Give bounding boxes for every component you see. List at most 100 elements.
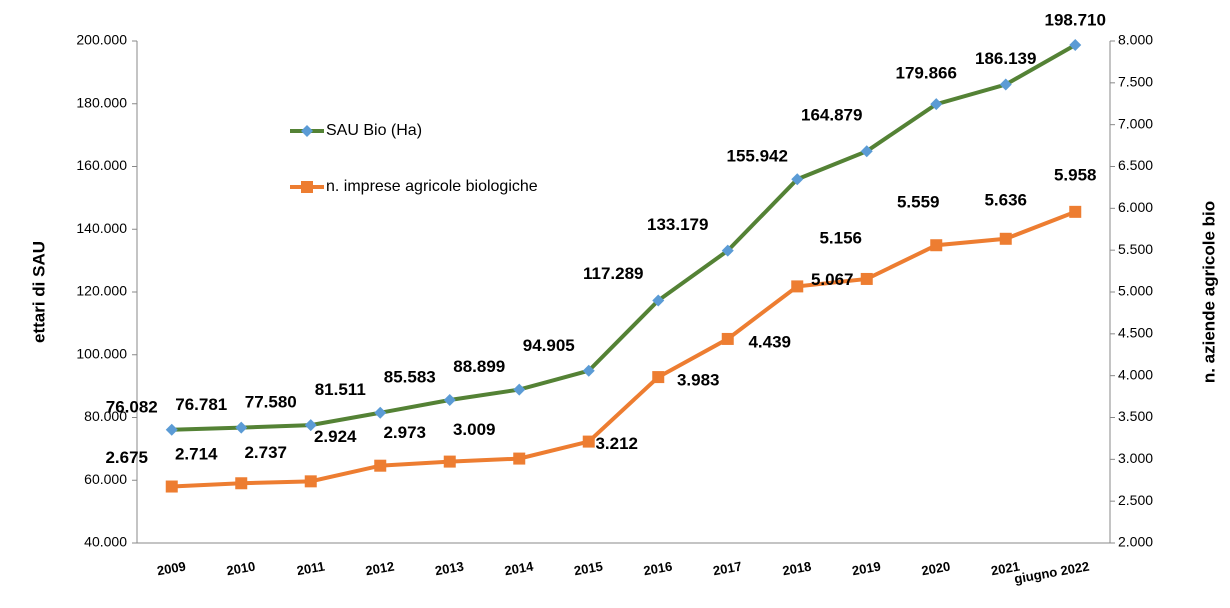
y2-tick-label: 8.000: [1118, 32, 1153, 48]
data-label: 2.737: [244, 443, 287, 462]
y2-tick-label: 3.000: [1118, 450, 1153, 466]
x-tick-label: giugno 2022: [1013, 559, 1090, 587]
point: [513, 383, 526, 396]
data-label: 2.973: [383, 423, 426, 442]
data-label: 77.580: [245, 393, 297, 412]
data-label: 2.675: [105, 448, 148, 467]
data-label: 3.009: [453, 420, 496, 439]
point: [165, 423, 178, 436]
y2-tick-label: 2.500: [1118, 492, 1153, 508]
x-tick-label: 2011: [295, 559, 325, 579]
x-tick-label: 2020: [920, 559, 951, 579]
point: [791, 173, 804, 186]
data-label: 198.710: [1045, 11, 1106, 30]
y2-tick-label: 6.500: [1118, 157, 1153, 173]
data-label: 76.082: [106, 397, 158, 416]
y-tick-label: 80.000: [84, 408, 127, 424]
point: [443, 393, 456, 406]
x-tick-label: 2016: [642, 559, 673, 579]
y-tick-label: 200.000: [76, 32, 127, 48]
data-label: 88.899: [453, 357, 505, 376]
point: [1069, 39, 1082, 52]
data-label: 5.559: [897, 193, 940, 212]
y-tick-label: 100.000: [76, 345, 127, 361]
x-tick-label: 2017: [712, 559, 743, 579]
x-tick-label: 2012: [364, 559, 395, 579]
y2-tick-label: 3.500: [1118, 408, 1153, 424]
x-tick-label: 2015: [573, 559, 604, 579]
data-label: 5.636: [984, 190, 1027, 209]
point: [999, 78, 1012, 91]
data-label: 179.866: [896, 64, 957, 83]
point: [999, 232, 1012, 245]
x-tick-label: 2010: [225, 559, 256, 579]
y-tick-label: 160.000: [76, 157, 127, 173]
y-tick-label: 40.000: [84, 534, 127, 550]
data-label: 5.067: [811, 270, 854, 289]
data-label: 164.879: [801, 106, 862, 125]
y2-tick-label: 4.000: [1118, 366, 1153, 382]
x-tick-label: 2019: [851, 559, 882, 579]
data-label: 4.439: [748, 332, 791, 351]
y2-tick-label: 5.000: [1118, 283, 1153, 299]
legend-marker: [301, 125, 313, 137]
point: [165, 480, 178, 493]
data-label: 186.139: [975, 49, 1036, 68]
data-label: 3.212: [595, 434, 638, 453]
y-tick-label: 180.000: [76, 94, 127, 110]
point: [930, 98, 943, 111]
point: [374, 459, 387, 472]
point: [721, 244, 734, 257]
point: [374, 406, 387, 419]
x-tick-label: 2009: [156, 559, 187, 579]
data-label: 5.156: [819, 228, 862, 247]
data-label: 2.714: [175, 445, 218, 464]
legend-marker: [301, 181, 313, 193]
data-label: 94.905: [523, 336, 575, 355]
point: [652, 371, 665, 384]
point: [1069, 205, 1082, 218]
point: [235, 421, 248, 434]
data-label: 76.781: [175, 395, 227, 414]
point: [582, 435, 595, 448]
y-tick-label: 140.000: [76, 220, 127, 236]
point: [235, 477, 248, 490]
data-label: 5.958: [1054, 165, 1097, 184]
y2-axis-title: n. aziende agricole bio: [1199, 201, 1218, 383]
point: [930, 239, 943, 252]
legend-label: SAU Bio (Ha): [326, 122, 422, 139]
data-label: 155.942: [727, 147, 788, 166]
y2-tick-label: 4.500: [1118, 325, 1153, 341]
point: [860, 272, 873, 285]
data-label: 117.289: [583, 264, 644, 283]
point: [582, 364, 595, 377]
y-axis-title: ettari di SAU: [29, 241, 48, 343]
series-line: [171, 43, 1077, 432]
y2-tick-label: 7.000: [1118, 115, 1153, 131]
x-tick-label: 2014: [503, 558, 535, 578]
y-tick-label: 60.000: [84, 471, 127, 487]
point: [304, 419, 317, 432]
x-tick-label: 2013: [434, 559, 465, 579]
y2-tick-label: 2.000: [1118, 534, 1153, 550]
point: [791, 280, 804, 293]
data-label: 2.924: [314, 427, 357, 446]
data-label: 3.983: [677, 371, 720, 390]
point: [860, 145, 873, 158]
point: [304, 475, 317, 488]
x-tick-label: 2021: [990, 559, 1021, 579]
point: [443, 455, 456, 468]
data-label: 133.179: [647, 215, 708, 234]
data-label: 81.511: [315, 380, 366, 399]
y2-tick-label: 5.500: [1118, 241, 1153, 257]
point: [513, 452, 526, 465]
y-tick-label: 120.000: [76, 283, 127, 299]
x-tick-label: 2018: [781, 559, 812, 579]
point: [652, 294, 665, 307]
point: [721, 332, 734, 345]
y2-tick-label: 6.000: [1118, 199, 1153, 215]
data-label: 85.583: [384, 367, 436, 386]
legend-label: n. imprese agricole biologiche: [326, 178, 538, 195]
series-line: [171, 209, 1076, 489]
